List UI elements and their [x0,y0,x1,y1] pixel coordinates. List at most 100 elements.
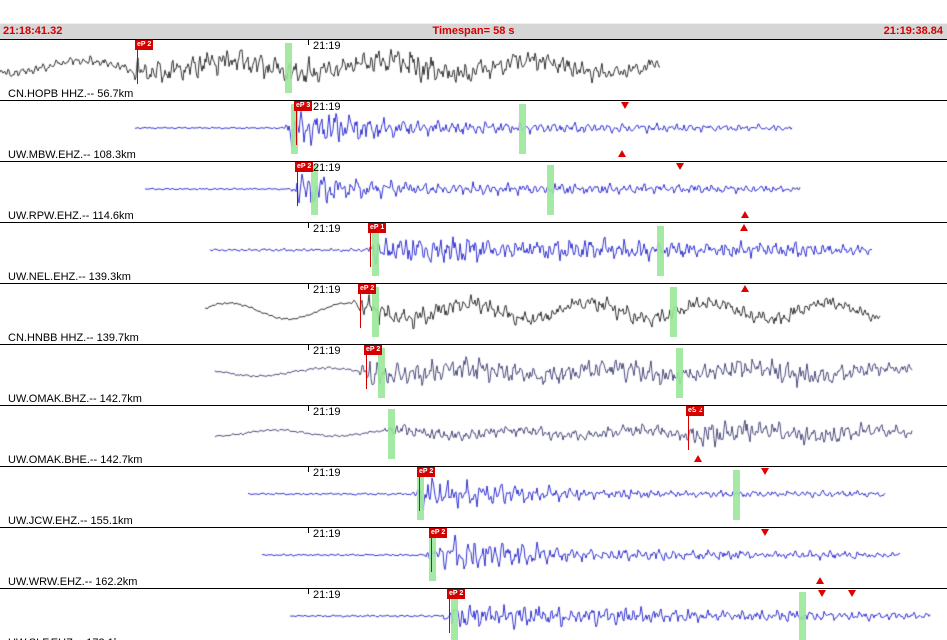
pick-flag[interactable]: eP 2 [447,589,466,599]
waveform-canvas[interactable] [0,467,947,527]
trace-list: 21:19 eP 2 CN.HOPB HHZ.-- 56.7km 21:19 e… [0,40,947,640]
trace-row[interactable]: 21:19 eP 2 UW.RPW.EHZ.-- 114.6km [0,162,947,223]
pick-flag[interactable]: eP 2 [358,284,377,294]
time-tick-label: 21:19 [313,406,341,418]
station-label: UW.RPW.EHZ.-- 114.6km [8,210,134,222]
time-tick [308,528,309,533]
pick-line[interactable] [137,40,138,84]
phase-window-band[interactable] [417,470,424,520]
phase-window-band[interactable] [670,287,677,337]
marker-triangle-down[interactable] [676,163,684,170]
phase-window-band[interactable] [733,470,740,520]
time-tick [308,467,309,472]
pick-flag[interactable]: eP 2 [417,467,436,477]
phase-window-band[interactable] [519,104,526,154]
marker-triangle-down[interactable] [848,590,856,597]
phase-window-band[interactable] [291,104,298,154]
time-tick [308,284,309,289]
trace-row[interactable]: 21:19 eS 2 UW.OMAK.BHE.-- 142.7km [0,406,947,467]
phase-window-band[interactable] [372,287,379,337]
waveform-canvas[interactable] [0,406,947,466]
time-tick [308,345,309,350]
phase-window-band[interactable] [285,43,292,93]
pick-line[interactable] [449,589,450,633]
marker-triangle-down[interactable] [761,468,769,475]
marker-triangle-down[interactable] [818,590,826,597]
waveform-canvas[interactable] [0,284,947,344]
time-tick [308,40,309,45]
marker-triangle-up[interactable] [816,577,824,584]
marker-triangle-down[interactable] [761,529,769,536]
timespan-label: Timespan= 58 s [432,25,515,37]
time-tick-label: 21:19 [313,40,341,52]
trace-row[interactable]: 21:19 eP 2 CN.HOPB HHZ.-- 56.7km [0,40,947,101]
window-end-time: 21:19:38.84 [883,25,943,37]
phase-window-band[interactable] [451,592,458,640]
pick-line[interactable] [366,345,367,389]
marker-triangle-down[interactable] [694,407,702,414]
marker-triangle-up[interactable] [741,211,749,218]
waveform-canvas[interactable] [0,528,947,588]
time-tick [308,589,309,594]
trace-row[interactable]: 21:19 eP 2 UW.SLF.EHZ.-- 172.1km [0,589,947,640]
pick-line[interactable] [297,162,298,206]
waveform-canvas[interactable] [0,589,947,640]
pick-line[interactable] [419,467,420,511]
phase-window-band[interactable] [429,531,436,581]
phase-window-band[interactable] [547,165,554,215]
marker-triangle-up[interactable] [741,285,749,292]
time-tick-label: 21:19 [313,101,341,113]
trace-row[interactable]: 21:19 eP 2 UW.OMAK.BHZ.-- 142.7km [0,345,947,406]
trace-row[interactable]: 21:19 eP 1 UW.NEL.EHZ.-- 139.3km [0,223,947,284]
pick-flag[interactable]: eP 3 [294,101,313,111]
phase-window-band[interactable] [799,592,806,640]
trace-row[interactable]: 21:19 eP 2 UW.WRW.EHZ.-- 162.2km [0,528,947,589]
trace-row[interactable]: 21:19 eP 2 UW.JCW.EHZ.-- 155.1km [0,467,947,528]
window-start-time: 21:18:41.32 [3,25,63,37]
marker-triangle-up[interactable] [740,224,748,231]
pick-flag[interactable]: eP 2 [364,345,383,355]
timespan-bar: 21:18:41.32 Timespan= 58 s 21:19:38.84 [0,24,947,40]
pick-flag[interactable]: eP 2 [295,162,314,172]
phase-window-band[interactable] [676,348,683,398]
waveform-canvas[interactable] [0,345,947,405]
phase-window-band[interactable] [372,226,379,276]
time-tick-label: 21:19 [313,345,341,357]
station-label: UW.JCW.EHZ.-- 155.1km [8,515,133,527]
time-tick-label: 21:19 [313,467,341,479]
phase-window-band[interactable] [311,165,318,215]
phase-window-band[interactable] [378,348,385,398]
time-tick-label: 21:19 [313,284,341,296]
pick-line[interactable] [360,284,361,328]
waveform-canvas[interactable] [0,101,947,161]
marker-triangle-up[interactable] [694,455,702,462]
pick-flag[interactable]: eP 1 [368,223,387,233]
waveform-canvas[interactable] [0,223,947,283]
pick-line[interactable] [431,528,432,572]
station-label: CN.HOPB HHZ.-- 56.7km [8,88,134,100]
time-tick-label: 21:19 [313,162,341,174]
time-tick-label: 21:19 [313,589,341,601]
waveform-canvas[interactable] [0,40,947,100]
marker-triangle-up[interactable] [618,150,626,157]
station-label: UW.OMAK.BHE.-- 142.7km [8,454,143,466]
waveform-canvas[interactable] [0,162,947,222]
trace-row[interactable]: 21:19 eP 3 UW.MBW.EHZ.-- 108.3km [0,101,947,162]
pick-line[interactable] [688,406,689,450]
pick-line[interactable] [370,223,371,267]
time-tick-label: 21:19 [313,223,341,235]
station-label: UW.NEL.EHZ.-- 139.3km [8,271,131,283]
marker-triangle-down[interactable] [621,102,629,109]
trace-row[interactable]: 21:19 eP 2 CN.HNBB HHZ.-- 139.7km [0,284,947,345]
station-label: CN.HNBB HHZ.-- 139.7km [8,332,139,344]
time-tick [308,406,309,411]
event-header: 61396531 UW 2018-06-05 21:18:41.64 49.30… [0,0,947,24]
pick-flag[interactable]: eP 2 [135,40,154,50]
pick-flag[interactable]: eP 2 [429,528,448,538]
station-label: UW.MBW.EHZ.-- 108.3km [8,149,136,161]
station-label: UW.SLF.EHZ.-- 172.1km [8,637,128,640]
phase-window-band[interactable] [388,409,395,459]
phase-window-band[interactable] [657,226,664,276]
pick-line[interactable] [296,101,297,145]
